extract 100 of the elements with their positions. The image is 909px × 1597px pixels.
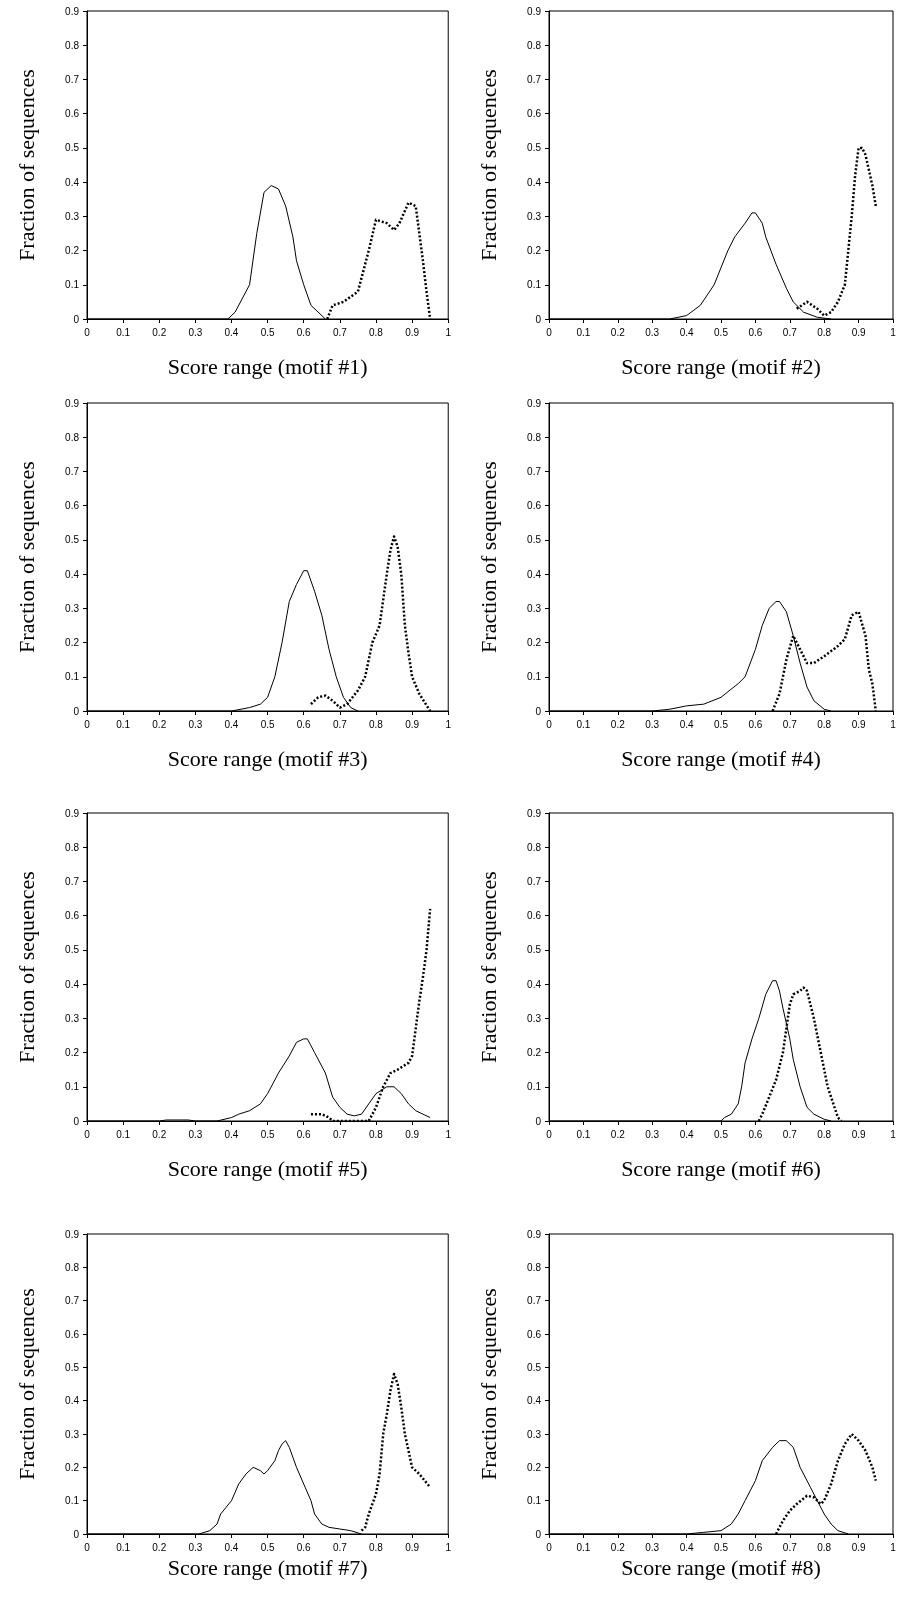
x-tick-label: 0.2 bbox=[152, 326, 167, 338]
x-tick-label: 0 bbox=[84, 1541, 91, 1553]
x-tick-label: 0.8 bbox=[817, 718, 832, 730]
y-tick-label: 0.1 bbox=[65, 671, 80, 683]
y-tick-label: 0.6 bbox=[65, 1328, 80, 1340]
y-tick-label: 0.3 bbox=[65, 1428, 80, 1440]
x-tick-label: 0.8 bbox=[817, 1128, 832, 1140]
x-tick-label: 0.5 bbox=[714, 1128, 729, 1140]
x-axis-title: Score range (motif #1) bbox=[167, 353, 368, 379]
x-tick-label: 0.9 bbox=[851, 1541, 866, 1553]
y-tick-label: 0.6 bbox=[527, 500, 542, 512]
x-tick-label: 0.6 bbox=[296, 718, 312, 730]
y-tick-label: 0.3 bbox=[527, 210, 542, 222]
x-tick-label: 0 bbox=[546, 326, 553, 338]
x-tick-label: 0.7 bbox=[332, 1541, 348, 1553]
x-tick-label: 0.4 bbox=[679, 1541, 694, 1553]
y-tick-label: 0.4 bbox=[65, 1395, 80, 1407]
x-tick-label: 0.5 bbox=[260, 1128, 275, 1140]
y-tick-label: 0.5 bbox=[65, 534, 80, 546]
y-tick-label: 0.5 bbox=[65, 142, 80, 154]
y-tick-label: 0.7 bbox=[527, 73, 542, 85]
x-tick-label: 0.2 bbox=[152, 718, 167, 730]
x-axis-title: Score range (motif #5) bbox=[167, 1155, 368, 1181]
y-axis-title: Fraction of sequences bbox=[475, 461, 501, 653]
x-tick-label: 0.1 bbox=[576, 326, 591, 338]
x-tick-label: 0.1 bbox=[576, 1541, 591, 1553]
y-tick-label: 0.7 bbox=[65, 875, 80, 887]
y-tick-label: 0.3 bbox=[527, 602, 542, 614]
y-tick-label: 0.4 bbox=[65, 176, 80, 188]
x-tick-label: 0.5 bbox=[260, 326, 275, 338]
x-tick-label: 0.9 bbox=[405, 326, 420, 338]
x-tick-label: 0.2 bbox=[152, 1541, 167, 1553]
x-tick-label: 0.4 bbox=[679, 1128, 694, 1140]
y-axis-title: Fraction of sequences bbox=[13, 69, 39, 261]
x-tick-label: 0.4 bbox=[224, 1128, 239, 1140]
x-tick-label: 1 bbox=[890, 718, 897, 730]
y-tick-label: 0 bbox=[535, 1115, 542, 1127]
x-tick-label: 0.3 bbox=[188, 1128, 203, 1140]
y-axis-title: Fraction of sequences bbox=[475, 69, 501, 261]
y-tick-label: 0.2 bbox=[65, 1461, 80, 1473]
x-tick-label: 0.2 bbox=[152, 1128, 167, 1140]
x-tick-label: 0.4 bbox=[679, 718, 694, 730]
x-tick-label: 0 bbox=[546, 1128, 553, 1140]
x-tick-label: 0.1 bbox=[116, 326, 131, 338]
x-tick-label: 1 bbox=[445, 1541, 452, 1553]
y-tick-label: 0.6 bbox=[65, 500, 80, 512]
y-tick-label: 0.9 bbox=[527, 1228, 542, 1240]
y-tick-label: 0.4 bbox=[527, 176, 542, 188]
y-tick-label: 0.9 bbox=[65, 1228, 80, 1240]
y-tick-label: 0.9 bbox=[65, 807, 80, 819]
x-tick-label: 0 bbox=[84, 718, 91, 730]
x-tick-label: 0.6 bbox=[748, 1541, 763, 1553]
y-tick-label: 0.4 bbox=[527, 1395, 542, 1407]
x-tick-label: 0.1 bbox=[116, 1128, 131, 1140]
y-tick-label: 0.9 bbox=[527, 807, 542, 819]
x-tick-label: 1 bbox=[890, 1541, 897, 1553]
y-tick-label: 0.2 bbox=[527, 1461, 542, 1473]
x-tick-label: 0.2 bbox=[610, 1541, 626, 1553]
x-tick-label: 0.8 bbox=[369, 326, 384, 338]
y-tick-label: 0.7 bbox=[65, 465, 80, 477]
x-tick-label: 1 bbox=[445, 1128, 452, 1140]
y-tick-label: 0.3 bbox=[527, 1428, 542, 1440]
y-tick-label: 0.3 bbox=[65, 602, 80, 614]
y-tick-label: 0.5 bbox=[65, 944, 80, 956]
y-tick-label: 0.7 bbox=[527, 1295, 542, 1307]
x-tick-label: 0.3 bbox=[645, 1128, 660, 1140]
x-tick-label: 0.5 bbox=[714, 1541, 729, 1553]
x-tick-label: 0.6 bbox=[296, 1128, 312, 1140]
y-tick-label: 0.1 bbox=[65, 1495, 80, 1507]
y-tick-label: 0.6 bbox=[65, 910, 80, 922]
x-axis-title: Score range (motif #6) bbox=[621, 1155, 821, 1181]
y-tick-label: 0.2 bbox=[527, 1047, 542, 1059]
x-tick-label: 0.2 bbox=[610, 1128, 626, 1140]
y-tick-label: 0.1 bbox=[65, 279, 80, 291]
x-tick-label: 0.7 bbox=[782, 1128, 798, 1140]
x-tick-label: 0.7 bbox=[332, 1128, 348, 1140]
y-tick-label: 0.5 bbox=[65, 1361, 80, 1373]
x-tick-label: 0.8 bbox=[369, 1128, 384, 1140]
x-tick-label: 0.7 bbox=[332, 718, 348, 730]
x-tick-label: 0.9 bbox=[851, 326, 866, 338]
x-tick-label: 0 bbox=[546, 1541, 553, 1553]
y-tick-label: 0.2 bbox=[65, 637, 80, 649]
x-tick-label: 0.5 bbox=[714, 326, 729, 338]
y-tick-label: 0.2 bbox=[527, 637, 542, 649]
y-tick-label: 0.9 bbox=[65, 5, 80, 17]
y-tick-label: 0.2 bbox=[527, 245, 542, 257]
y-axis-title: Fraction of sequences bbox=[475, 871, 501, 1063]
y-tick-label: 0.1 bbox=[527, 671, 542, 683]
x-axis-title: Score range (motif #8) bbox=[621, 1555, 821, 1581]
y-tick-label: 0 bbox=[73, 313, 80, 325]
y-tick-label: 0.3 bbox=[527, 1012, 542, 1024]
x-tick-label: 0.8 bbox=[817, 326, 832, 338]
y-axis-title: Fraction of sequences bbox=[13, 461, 39, 653]
y-tick-label: 0.6 bbox=[65, 108, 80, 120]
y-tick-label: 0.4 bbox=[65, 568, 80, 580]
y-tick-label: 0 bbox=[73, 705, 80, 717]
y-tick-label: 0.8 bbox=[65, 431, 80, 443]
x-tick-label: 0.5 bbox=[260, 1541, 275, 1553]
x-tick-label: 0.9 bbox=[405, 1541, 420, 1553]
x-tick-label: 0.8 bbox=[817, 1541, 832, 1553]
